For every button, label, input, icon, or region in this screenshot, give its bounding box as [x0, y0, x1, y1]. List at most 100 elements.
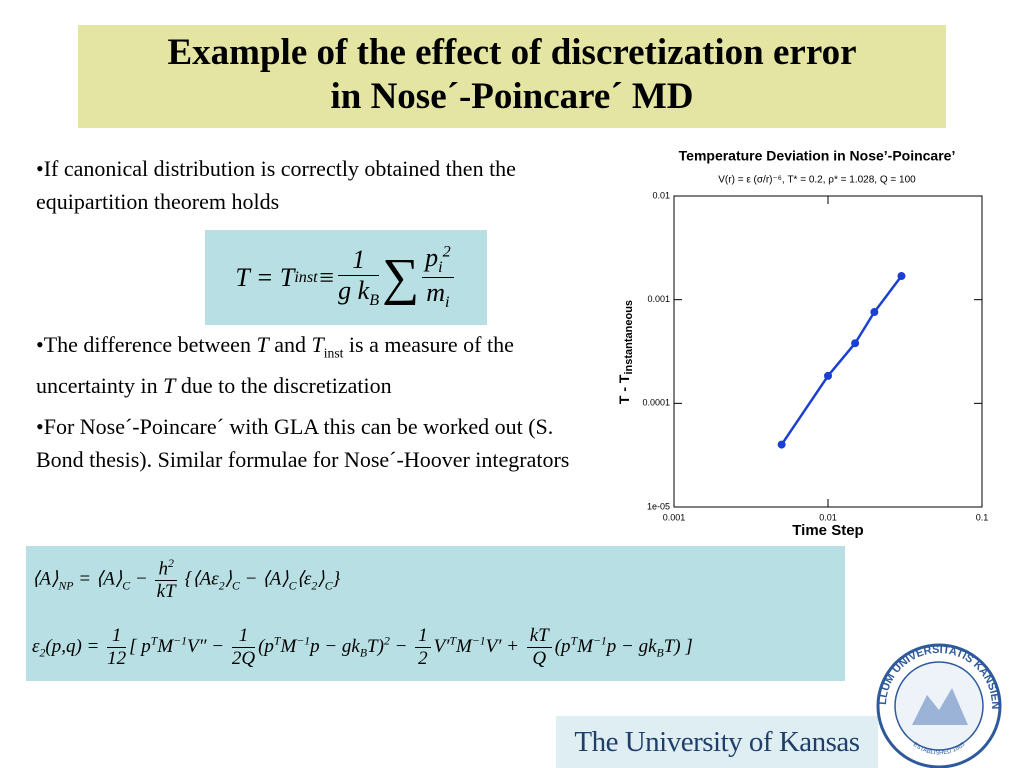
superscript: 2	[442, 243, 451, 261]
superscript: −1	[296, 634, 311, 648]
text-run: 2Q	[231, 648, 256, 670]
data-point	[851, 339, 860, 348]
text-run: and	[268, 332, 312, 357]
title-line: in Nose´-Poincare´ MD	[330, 76, 694, 117]
subscript: C	[324, 579, 333, 593]
subscript: inst	[323, 345, 344, 361]
text-run: T = T	[235, 262, 295, 292]
text-run: due to the discretization	[175, 373, 392, 399]
formula-box: ⟨A⟩NP = ⟨A⟩C − h2 kT {⟨Aε2⟩C − ⟨A⟩C⟨ε2⟩C}…	[26, 546, 845, 681]
formula: ⟨A⟩NP = ⟨A⟩C − h2 kT {⟨Aε2⟩C − ⟨A⟩C⟨ε2⟩C}	[32, 557, 340, 603]
text-run: kT	[156, 581, 176, 603]
denominator: g kB	[338, 276, 379, 310]
chart: Temperature Deviation in Nose’-Poincare’…	[616, 148, 989, 539]
text-run: 1	[352, 244, 366, 274]
seal-inner	[894, 661, 984, 751]
y-axis-label-sub: instantaneous	[623, 300, 635, 375]
title-line: Example of the effect of discretization …	[167, 32, 857, 73]
numerator: 1	[231, 625, 256, 649]
y-axis-label: T - Tinstantaneous	[616, 300, 635, 404]
subscript: C	[288, 579, 297, 593]
fraction: kT Q	[526, 625, 552, 670]
numerator: kT	[526, 625, 552, 649]
numerator: 1	[338, 244, 380, 276]
numerator: 1	[107, 625, 127, 649]
chart-title: Temperature Deviation in Nose’-Poincare’	[679, 148, 956, 164]
x-axis-label: Time Step	[792, 522, 863, 539]
subscript: 2	[39, 646, 46, 660]
title-box: Example of the effect of discretization …	[78, 25, 946, 128]
superscript: T	[570, 634, 578, 648]
superscript: 2	[167, 556, 174, 570]
text-run: 1	[238, 625, 249, 647]
subscript: C	[122, 579, 131, 593]
text-run: − ⟨A⟩	[239, 568, 289, 590]
subscript: i	[445, 294, 450, 312]
italic-text: T	[311, 332, 324, 357]
text-run: V′ +	[485, 635, 524, 657]
text-run: p − gk	[606, 635, 657, 657]
text-run: −	[130, 568, 153, 590]
superscript: −1	[173, 634, 187, 648]
text-run: V′	[433, 635, 450, 657]
text-run: {⟨Aε	[179, 568, 219, 590]
fraction: 1 12	[107, 625, 127, 670]
y-tick-label: 0.001	[647, 294, 670, 304]
formula: ε2(p,q) = 1 12[ pTM−1V″ − 1 2Q (pTM−1p − gk…	[32, 625, 693, 670]
x-tick-label: 0.001	[663, 512, 686, 522]
text-run: g k	[338, 275, 370, 305]
text-run: T) ]	[663, 635, 693, 657]
text-run: T)	[367, 635, 384, 657]
text-run: M	[455, 635, 472, 657]
denominator: kT	[155, 581, 176, 603]
sum-symbol: ∑	[382, 249, 420, 306]
denominator: 2	[415, 648, 431, 670]
data-point	[777, 440, 786, 449]
bullet-list: •If canonical distribution is correctly …	[36, 152, 596, 476]
text-run: ⟨A⟩	[32, 568, 59, 590]
university-logo: The University of Kansas	[556, 716, 878, 768]
text-run: V″ −	[186, 635, 229, 657]
subscript: inst	[294, 268, 318, 286]
numerator: h2	[155, 556, 177, 582]
y-tick-label: 0.0001	[642, 398, 670, 408]
text-run: ⟩	[224, 568, 232, 590]
text-run: Q	[532, 648, 547, 670]
x-tick-label: 0.1	[976, 512, 989, 522]
seal-emblem	[912, 688, 968, 725]
subscript: 2	[218, 579, 225, 593]
denominator: 2Q	[232, 648, 255, 670]
text-run: = ⟨A⟩	[73, 568, 123, 590]
text-run: [ p	[129, 635, 151, 657]
text-run: −	[389, 635, 413, 657]
denominator: mi	[422, 278, 454, 312]
text-run: M	[577, 635, 593, 657]
x-tick-label: 0.01	[819, 512, 837, 522]
text-run: 1	[111, 625, 122, 647]
superscript: T	[150, 634, 158, 648]
superscript: T	[449, 634, 456, 648]
text-run: ⟩	[317, 568, 325, 590]
text-run: (p	[554, 635, 571, 657]
text-run: ε	[32, 635, 40, 657]
italic-text: T	[256, 332, 269, 357]
text-run: p − gk	[310, 635, 360, 657]
text-run: ⟨ε	[296, 568, 312, 590]
text-run: }	[332, 568, 341, 590]
data-line	[780, 275, 903, 446]
fraction: pi2 mi	[422, 243, 454, 312]
numerator: pi2	[422, 243, 454, 278]
subscript: i	[438, 259, 443, 276]
y-tick-label: 1e-05	[647, 501, 670, 511]
chart-subtitle: V(r) = ε (σ/r)⁻⁶, T* = 0.2, ρ* = 1.028, …	[718, 175, 916, 186]
university-seal: SIGILLUM UNIVERSITATIS KANSIENSIS ESTABL…	[872, 640, 1002, 768]
superscript: 2	[383, 634, 390, 648]
text-run: ≡	[317, 262, 336, 292]
bullet: •If canonical distribution is correctly …	[36, 152, 596, 218]
y-tick-label: 0.01	[652, 190, 670, 200]
subscript: B	[359, 646, 368, 660]
text-run: kT	[529, 625, 549, 647]
superscript: −1	[592, 634, 607, 648]
